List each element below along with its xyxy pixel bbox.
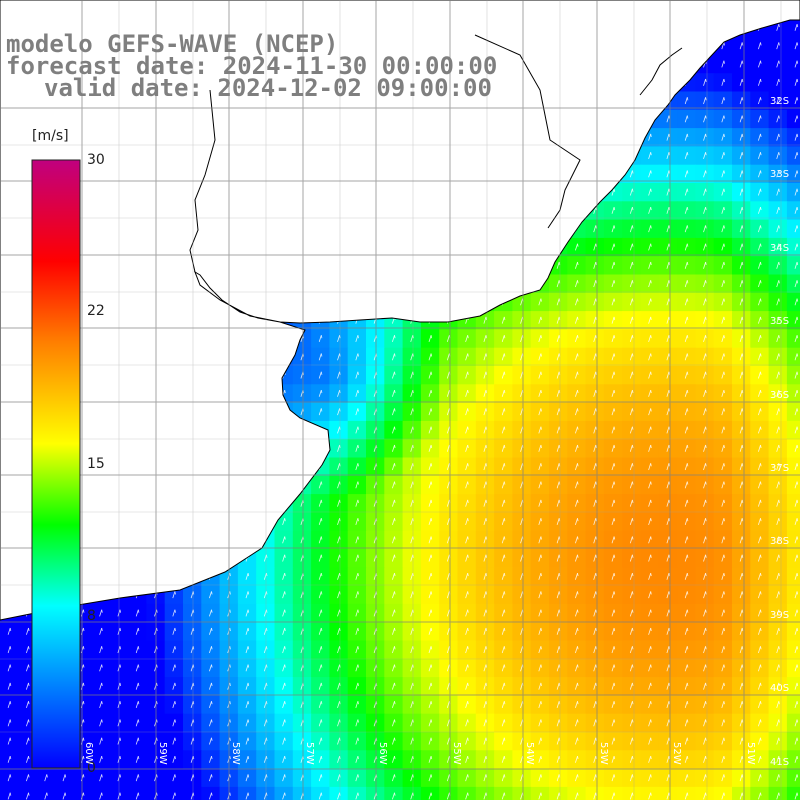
forecast-date: forecast date: 2024-11-30 00:00:00 <box>6 52 498 80</box>
lat-label: 41S <box>770 757 790 768</box>
lat-label: 37S <box>770 463 790 474</box>
lat-label: 36S <box>770 390 790 401</box>
colorbar-tick-15: 15 <box>87 456 105 472</box>
colorbar <box>31 159 81 769</box>
lon-label: 59W <box>157 742 168 765</box>
lagoon-line <box>639 47 683 96</box>
colorbar-tick-30: 30 <box>87 152 105 168</box>
lon-label: 51W <box>745 742 756 765</box>
lat-label: 40S <box>770 683 790 694</box>
lon-label: 60W <box>83 742 94 765</box>
lat-label: 33S <box>770 169 790 180</box>
border-line <box>474 34 581 229</box>
lon-label: 57W <box>304 742 315 765</box>
lon-label: 54W <box>524 742 535 765</box>
lon-label: 58W <box>230 742 241 765</box>
colorbar-tick-22: 22 <box>87 303 105 319</box>
lat-label: 35S <box>770 316 790 327</box>
colorbar-tick-0: 0 <box>87 760 96 776</box>
lon-label: 56W <box>377 742 388 765</box>
lon-label: 53W <box>598 742 609 765</box>
colorbar-units: [m/s] <box>32 128 69 144</box>
land-mask <box>0 0 800 621</box>
colorbar-tick-8: 8 <box>87 608 96 624</box>
lat-label: 34S <box>770 243 790 254</box>
lat-label: 32S <box>770 96 790 107</box>
valid-date: valid date: 2024-12-02 09:00:00 <box>44 74 492 102</box>
border-line <box>189 89 216 273</box>
model-title: modelo GEFS-WAVE (NCEP) <box>6 30 339 58</box>
lat-label: 39S <box>770 610 790 621</box>
lat-label: 38S <box>770 536 790 547</box>
lon-label: 55W <box>451 742 462 765</box>
lon-label: 52W <box>671 742 682 765</box>
